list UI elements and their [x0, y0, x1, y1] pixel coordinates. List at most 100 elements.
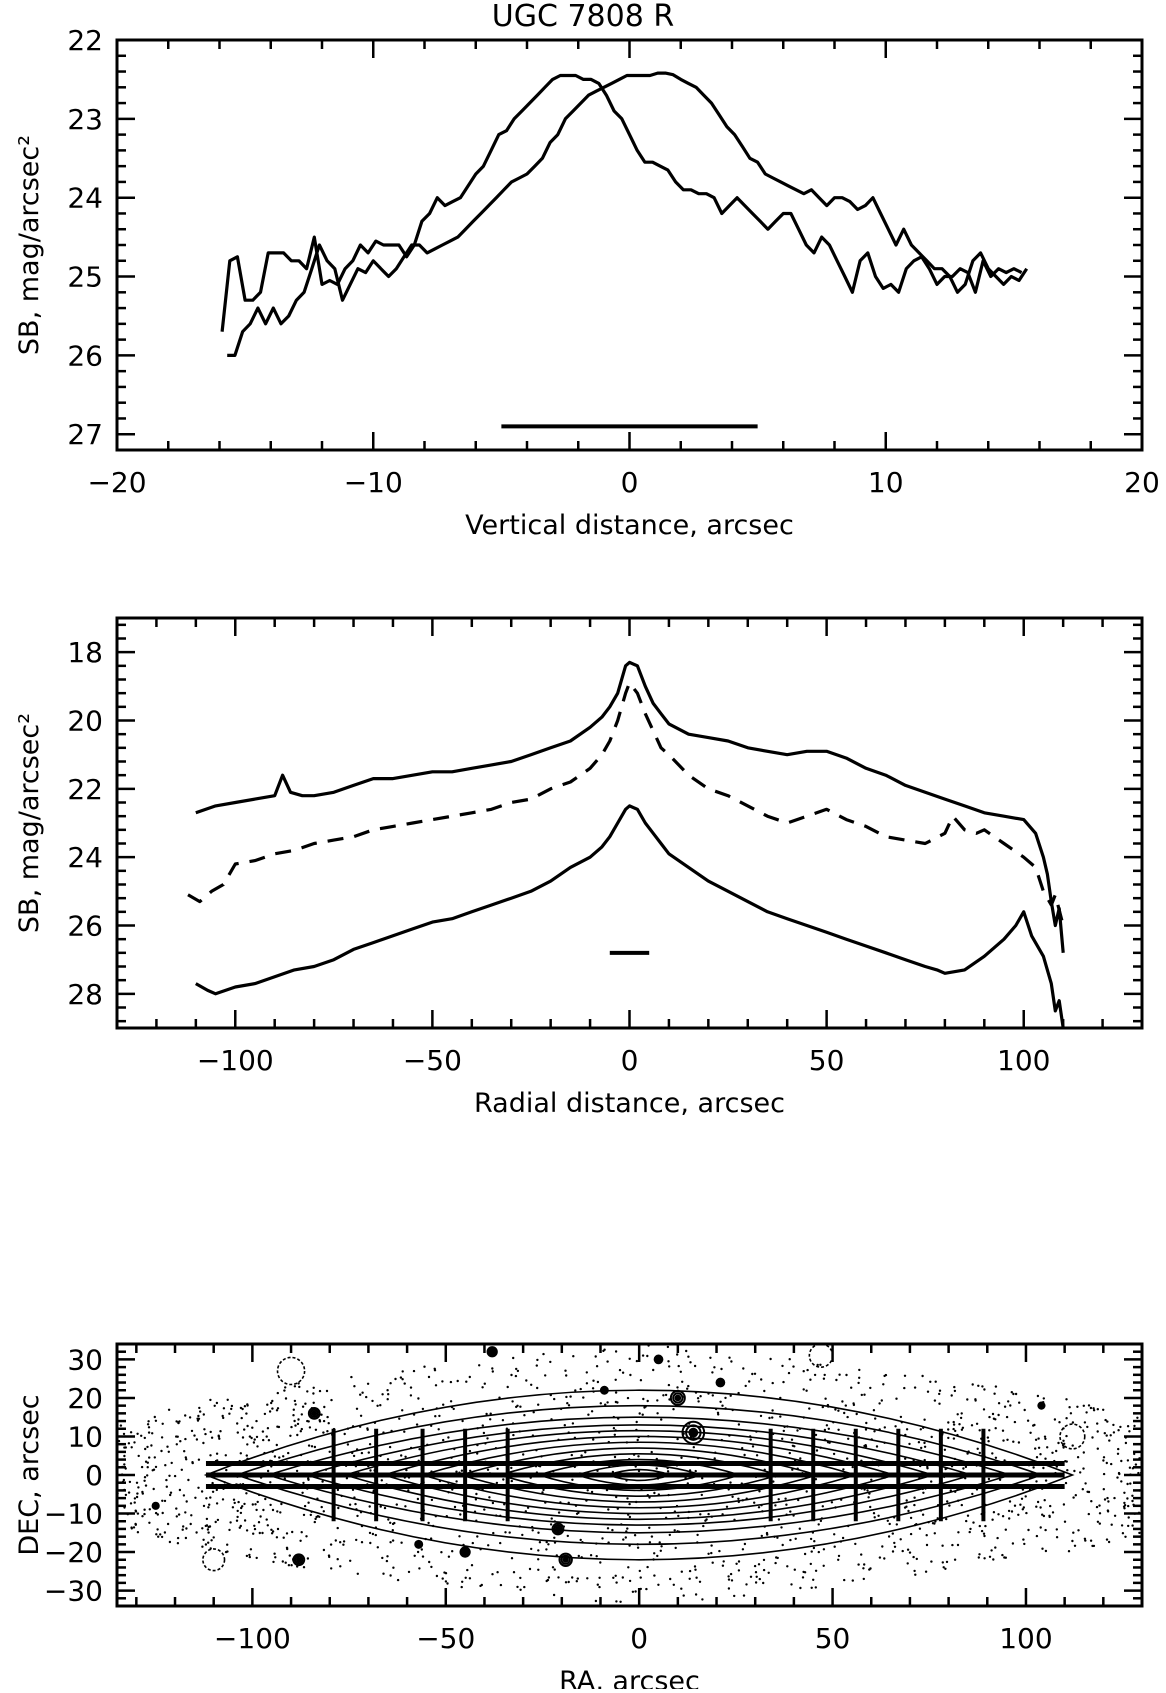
isophote-dot: [1128, 1466, 1132, 1469]
isophote-dot: [592, 1438, 595, 1441]
isophote-dot: [537, 1531, 540, 1534]
isophote-dot: [851, 1579, 854, 1582]
isophote-dot: [300, 1413, 303, 1416]
y-tick-label: 22: [67, 24, 103, 57]
isophote-dot: [481, 1386, 484, 1389]
isophote-dot: [236, 1515, 239, 1519]
isophote-dot: [177, 1421, 180, 1425]
isophote-dot: [978, 1553, 981, 1556]
isophote-dot: [306, 1390, 309, 1393]
isophote-dot: [1096, 1520, 1100, 1524]
isophote-dot: [1134, 1463, 1138, 1466]
isophote-dot: [202, 1441, 205, 1445]
isophote-dot: [822, 1548, 826, 1551]
isophote-dot: [1042, 1514, 1046, 1518]
isophote-dot: [1082, 1451, 1086, 1454]
isophote-dot: [219, 1430, 222, 1433]
y-tick-label: 28: [67, 978, 103, 1011]
isophote-dot: [267, 1439, 271, 1442]
x-tick-label: 0: [621, 1044, 639, 1077]
isophote-dot: [177, 1513, 181, 1516]
isophote-dot: [863, 1563, 866, 1566]
series-line-3: [195, 804, 1065, 1028]
isophote-dot: [796, 1429, 799, 1432]
extended-source: [1059, 1423, 1086, 1450]
isophote-dot: [1119, 1425, 1122, 1429]
star-core: [562, 1556, 569, 1563]
isophote-dot: [566, 1534, 569, 1538]
isophote-dot: [924, 1570, 928, 1573]
isophote-dot: [754, 1581, 758, 1584]
isophote-dot: [695, 1576, 698, 1579]
isophote-dot: [978, 1451, 981, 1455]
x-tick-label: 50: [809, 1044, 845, 1077]
isophote-dot: [1049, 1504, 1052, 1508]
isophote-dot: [572, 1355, 575, 1358]
isophote-dot: [387, 1393, 390, 1396]
star-contour: [309, 1408, 319, 1418]
star-contour: [415, 1541, 423, 1548]
isophote-dot: [1072, 1496, 1075, 1499]
isophote-dot: [878, 1556, 882, 1559]
isophote-dot: [913, 1386, 917, 1389]
isophote-dot: [841, 1536, 845, 1540]
star-contour: [551, 1522, 565, 1536]
isophote-dot: [263, 1412, 267, 1416]
isophote-dot: [387, 1518, 390, 1521]
isophote-dot: [875, 1445, 879, 1448]
isophote-dot: [550, 1517, 553, 1520]
isophote-dot: [1138, 1489, 1141, 1492]
isophote-dot: [753, 1372, 757, 1376]
isophote-dot: [144, 1484, 148, 1487]
isophote-dot: [168, 1540, 172, 1544]
isophote-dot: [468, 1449, 472, 1453]
isophote-dot: [921, 1513, 925, 1516]
isophote-dot: [881, 1545, 884, 1548]
isophote-dot: [1041, 1547, 1044, 1550]
isophote-dot: [953, 1385, 956, 1389]
isophote-dot: [1026, 1419, 1030, 1422]
isophote-dot: [781, 1437, 784, 1441]
isophote-dot: [545, 1579, 548, 1583]
isophote-dot: [354, 1502, 357, 1506]
isophote-dot: [701, 1598, 704, 1601]
isophote-dot: [401, 1378, 404, 1381]
isophote-dot: [1005, 1415, 1009, 1419]
isophote-dot: [1133, 1452, 1136, 1456]
isophote-dot: [210, 1436, 214, 1439]
isophote-dot: [156, 1528, 159, 1531]
isophote-dot: [511, 1400, 514, 1403]
isophote-dot: [197, 1414, 200, 1418]
isophote-dot: [1103, 1498, 1107, 1501]
isophote-dot: [615, 1581, 618, 1584]
y-tick-label: 23: [67, 103, 103, 136]
isophote-dot: [698, 1580, 702, 1584]
isophote-dot: [320, 1505, 323, 1509]
isophote-dot: [207, 1541, 210, 1544]
isophote-dot: [160, 1449, 163, 1453]
extended-source: [808, 1344, 834, 1368]
isophote-dot: [404, 1455, 407, 1459]
isophote-dot: [1087, 1490, 1091, 1494]
isophote-dot: [673, 1529, 676, 1532]
isophote-dot: [960, 1412, 963, 1415]
isophote-dot: [1098, 1512, 1102, 1515]
isophote-dot: [323, 1405, 326, 1409]
isophote-dot: [930, 1560, 933, 1563]
isophote-dot: [321, 1480, 324, 1483]
isophote-dot: [470, 1564, 474, 1567]
isophote-dot: [758, 1577, 761, 1581]
isophote-dot: [1138, 1531, 1141, 1535]
isophote-dot: [724, 1396, 727, 1400]
isophote-dot: [1063, 1520, 1067, 1523]
isophote-dot: [294, 1424, 297, 1427]
isophote-dot: [121, 1480, 125, 1484]
isophote-dot: [148, 1521, 151, 1525]
isophote-dot: [802, 1370, 805, 1373]
isophote-dot: [160, 1535, 164, 1539]
isophote-dot: [241, 1436, 245, 1439]
isophote-dot: [834, 1408, 837, 1411]
isophote-dot: [1083, 1421, 1087, 1424]
isophote-dot: [720, 1367, 723, 1371]
isophote-dot: [273, 1552, 276, 1555]
